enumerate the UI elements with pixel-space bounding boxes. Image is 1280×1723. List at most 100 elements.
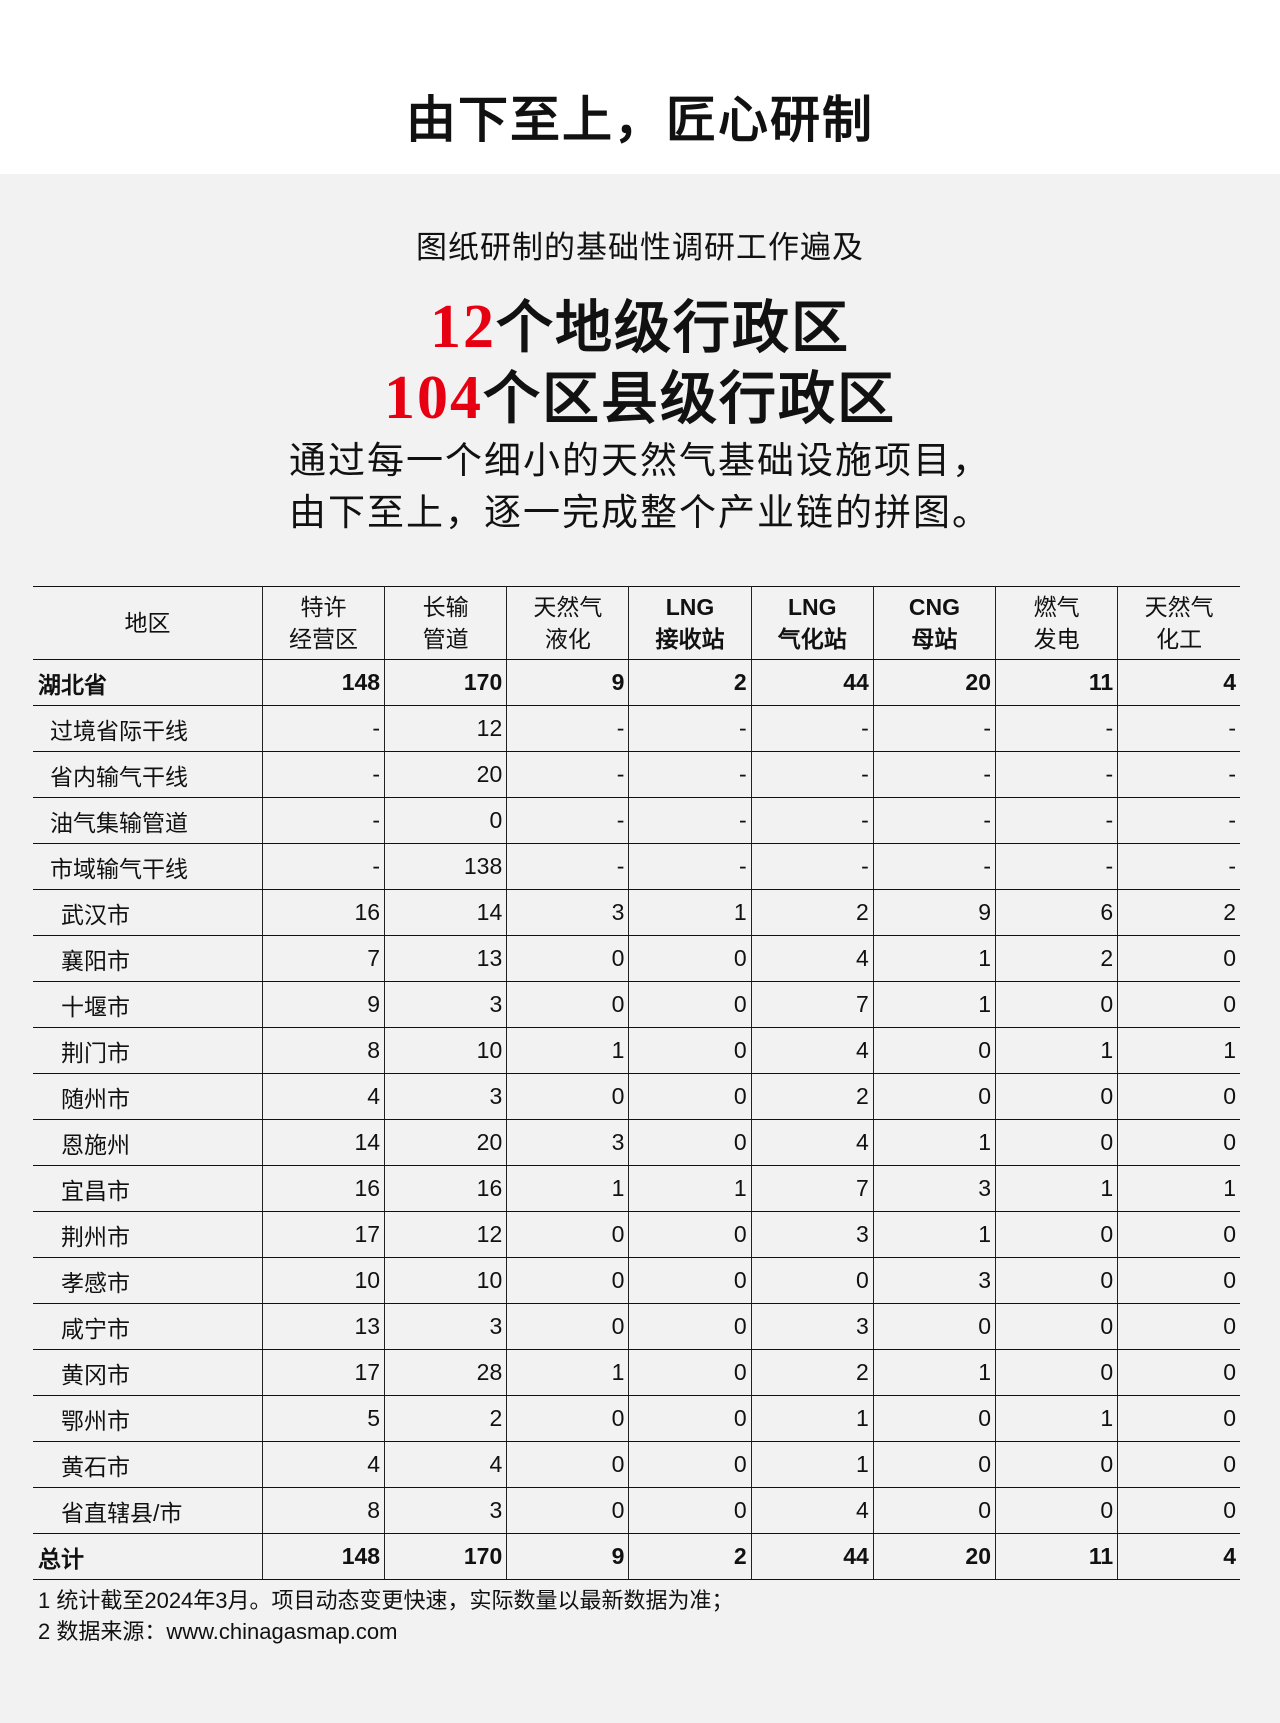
column-header-line: 管道 — [422, 626, 469, 652]
value-cell: 2 — [384, 1395, 508, 1442]
value-cell: - — [750, 843, 874, 890]
value-cell: 1 — [994, 1395, 1119, 1442]
value-cell: - — [1117, 705, 1240, 752]
value-cell: 8 — [261, 1487, 386, 1534]
value-cell: 4 — [750, 935, 874, 982]
region-cell: 襄阳市 — [33, 935, 263, 982]
value-cell: 1 — [994, 1165, 1119, 1212]
value-cell: 2 — [750, 1349, 874, 1396]
table-row: 鄂州市 5 2 0 0 1 0 1 0 — [33, 1395, 1240, 1442]
region-cell: 省直辖县/市 — [33, 1487, 263, 1534]
table-row: 市域输气干线 -138- - - - - - — [33, 843, 1240, 890]
value-cell: 0 — [1117, 1073, 1240, 1120]
table-row: 油气集输管道 -0- - - - - - — [33, 797, 1240, 844]
column-header: CNG 母站 — [872, 586, 997, 660]
table-row: 黄冈市 17 28 1 0 2 1 0 0 — [33, 1349, 1240, 1396]
value-cell: 28 — [384, 1349, 508, 1396]
value-cell: 3 — [384, 981, 508, 1028]
value-cell: 0 — [994, 1487, 1119, 1534]
value-cell: 0 — [506, 1303, 630, 1350]
region-cell: 省内输气干线 — [33, 751, 263, 798]
value-cell: 1 — [628, 1165, 752, 1212]
value-cell: 0 — [994, 1211, 1119, 1258]
value-cell: 0 — [872, 1441, 997, 1488]
value-cell: - — [261, 751, 386, 798]
region-cell: 鄂州市 — [33, 1395, 263, 1442]
value-cell: 0 — [628, 1441, 752, 1488]
value-cell: 11 — [994, 659, 1119, 706]
value-cell: 13 — [384, 935, 508, 982]
value-cell: - — [994, 751, 1119, 798]
value-cell: 5 — [261, 1395, 386, 1442]
column-header: 天然气 化工 — [1117, 586, 1240, 660]
table-row: 湖北省 148 170 9 2 44 20 11 4 — [33, 659, 1240, 706]
value-cell: - — [872, 751, 997, 798]
description-line: 由下至上，逐一完成整个产业链的拼图。 — [289, 491, 991, 534]
column-header-line: LNG — [787, 594, 837, 620]
value-cell: 0 — [872, 1073, 997, 1120]
value-cell: 10 — [384, 1257, 508, 1304]
value-cell: 3 — [750, 1211, 874, 1258]
value-cell: 2 — [628, 659, 752, 706]
value-cell: 0 — [384, 797, 508, 844]
header-band: 由下至上，匠心研制 — [0, 0, 1280, 174]
value-cell: - — [506, 843, 630, 890]
value-cell: 3 — [750, 1303, 874, 1350]
value-cell: 16 — [384, 1165, 508, 1212]
value-cell: 4 — [1117, 1533, 1240, 1580]
value-cell: 7 — [261, 935, 386, 982]
value-cell: - — [750, 705, 874, 752]
value-cell: 148 — [261, 659, 386, 706]
value-cell: 1 — [872, 981, 997, 1028]
table-row: 咸宁市 13 3 0 0 3 0 0 0 — [33, 1303, 1240, 1350]
stat-county: 104个区县级行政区 — [0, 353, 1280, 435]
value-cell: 0 — [628, 1257, 752, 1304]
column-header: 长输 管道 — [384, 586, 508, 660]
value-cell: 1 — [872, 1119, 997, 1166]
value-cell: - — [628, 797, 752, 844]
value-cell: - — [506, 705, 630, 752]
region-cell: 宜昌市 — [33, 1165, 263, 1212]
region-cell: 黄冈市 — [33, 1349, 263, 1396]
value-cell: 170 — [384, 1533, 508, 1580]
value-cell: 0 — [628, 1119, 752, 1166]
column-header-line: CNG — [908, 594, 960, 620]
value-cell: 0 — [628, 935, 752, 982]
column-header-line: 长输 — [422, 594, 469, 620]
value-cell: 3 — [506, 889, 630, 936]
value-cell: - — [750, 797, 874, 844]
value-cell: 0 — [872, 1027, 997, 1074]
value-cell: 17 — [261, 1211, 386, 1258]
value-cell: - — [994, 843, 1119, 890]
value-cell: 1 — [872, 1349, 997, 1396]
value-cell: 7 — [750, 1165, 874, 1212]
value-cell: 0 — [628, 1211, 752, 1258]
value-cell: 0 — [1117, 981, 1240, 1028]
value-cell: - — [994, 797, 1119, 844]
value-cell: - — [1117, 843, 1240, 890]
column-header-line: 天然气 — [1144, 594, 1214, 620]
region-cell: 恩施州 — [33, 1119, 263, 1166]
intro-text: 图纸研制的基础性调研工作遍及 — [416, 230, 864, 266]
column-header: 地区 — [33, 586, 263, 660]
table-row: 孝感市 10 10 0 0 0 3 0 0 — [33, 1257, 1240, 1304]
table-row: 黄石市 4 4 0 0 1 0 0 0 — [33, 1441, 1240, 1488]
region-cell: 荆州市 — [33, 1211, 263, 1258]
table-row: 荆州市 17 12 0 0 3 1 0 0 — [33, 1211, 1240, 1258]
value-cell: 2 — [994, 935, 1119, 982]
value-cell: 0 — [1117, 1395, 1240, 1442]
value-cell: 1 — [628, 889, 752, 936]
value-cell: 7 — [750, 981, 874, 1028]
table-row: 恩施州 14 20 3 0 4 1 0 0 — [33, 1119, 1240, 1166]
value-cell: 9 — [506, 1533, 630, 1580]
value-cell: 4 — [261, 1073, 386, 1120]
value-cell: - — [506, 797, 630, 844]
value-cell: 16 — [261, 1165, 386, 1212]
value-cell: 44 — [750, 1533, 874, 1580]
value-cell: 1 — [750, 1441, 874, 1488]
value-cell: 1 — [506, 1027, 630, 1074]
value-cell: 3 — [506, 1119, 630, 1166]
table-row: 随州市 4 3 0 0 2 0 0 0 — [33, 1073, 1240, 1120]
value-cell: 2 — [1117, 889, 1240, 936]
value-cell: 2 — [628, 1533, 752, 1580]
